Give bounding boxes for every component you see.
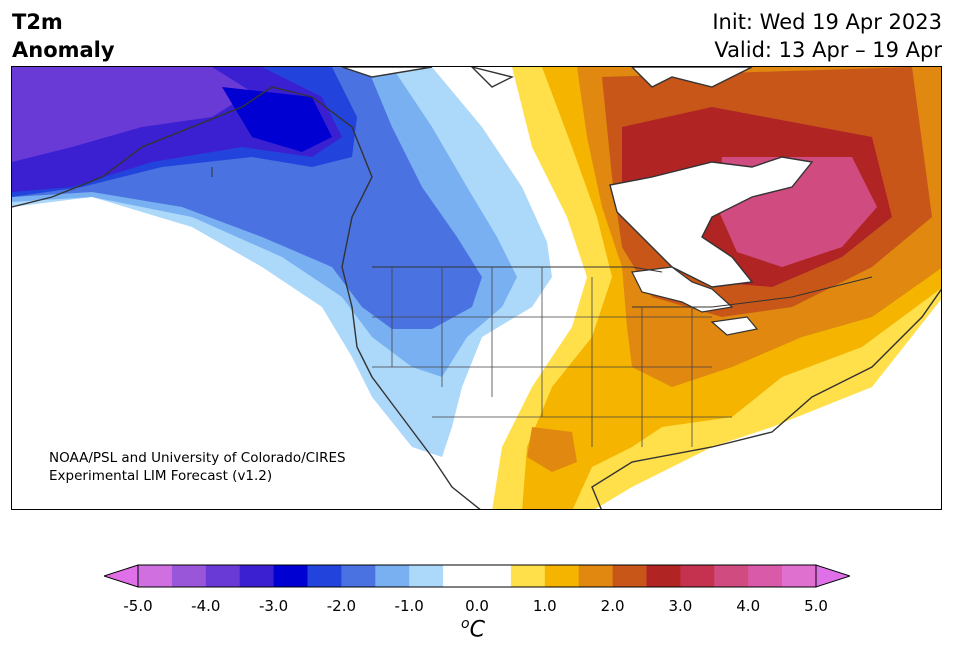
map-title: T2m Anomaly (12, 8, 115, 64)
colorbar-cell (714, 565, 749, 587)
credit-line-1: NOAA/PSL and University of Colorado/CIRE… (49, 450, 346, 466)
colorbar-tick-label: -1.0 (394, 597, 424, 615)
init-date: Init: Wed 19 Apr 2023 (712, 10, 942, 34)
colorbar-cell (477, 565, 512, 587)
map-canvas (12, 67, 941, 509)
colorbar-over-arrow (815, 564, 850, 588)
colorbar-tick-label: -5.0 (123, 597, 153, 615)
colorbar-cell (171, 565, 207, 587)
local-warm-spot (527, 427, 577, 472)
colorbar-cell (680, 565, 715, 587)
credit-line-2: Experimental LIM Forecast (v1.2) (49, 468, 273, 484)
colorbar-cell (443, 565, 478, 587)
colorbar-tick-label: 5.0 (804, 597, 828, 615)
credit-text: NOAA/PSL and University of Colorado/CIRE… (49, 449, 346, 485)
colorbar-cell (409, 565, 444, 587)
colorbar (104, 564, 850, 588)
state-lines (372, 267, 732, 447)
colorbar-cell (205, 565, 241, 587)
colorbar-cell (239, 565, 275, 587)
great-lakes (631, 266, 759, 336)
colorbar-tick-label: -3.0 (258, 597, 289, 615)
unit-main: C (469, 617, 485, 643)
colorbar-cells (104, 564, 850, 588)
colorbar-cell (138, 565, 173, 587)
colorbar-under-arrow (104, 564, 139, 588)
colorbar-unit: oC (461, 616, 485, 642)
colorbar-cell (544, 565, 580, 587)
colorbar-cell (612, 565, 647, 587)
anomaly-map (11, 66, 942, 510)
colorbar-cell (510, 565, 546, 587)
colorbar-cell (273, 565, 308, 587)
coastline (12, 86, 941, 509)
hudson-bay (609, 156, 814, 288)
colorbar-outline (137, 564, 817, 588)
colorbar-cell (782, 565, 817, 587)
colorbar-tick-label: 2.0 (600, 597, 625, 615)
colorbar-cell (375, 565, 410, 587)
colorbar-cell (748, 565, 783, 587)
record-cold-region (222, 87, 332, 152)
border-us-canada (211, 167, 873, 308)
forecast-dates: Init: Wed 19 Apr 2023 Valid: 13 Apr – 19… (712, 8, 942, 64)
colorbar-tick-label: -2.0 (326, 597, 357, 615)
colorbar-cell (578, 565, 614, 587)
unit-superscript: o (461, 616, 470, 632)
arctic-islands (341, 67, 753, 88)
valid-range: Valid: 13 Apr – 19 Apr (714, 38, 942, 62)
colorbar-cell (307, 565, 342, 587)
colorbar-tick-label: 1.0 (532, 597, 557, 615)
colorbar-tick-label: 0.0 (465, 597, 489, 615)
extreme-cold-region (12, 67, 252, 162)
title-line-1: T2m (12, 10, 63, 34)
colorbar-tick-label: 3.0 (668, 597, 693, 615)
colorbar-tick-label: 4.0 (736, 597, 761, 615)
title-line-2: Anomaly (12, 38, 115, 62)
colorbar-cell (646, 565, 681, 587)
colorbar-tick-label: -4.0 (191, 597, 221, 615)
colorbar-cell (341, 565, 376, 587)
